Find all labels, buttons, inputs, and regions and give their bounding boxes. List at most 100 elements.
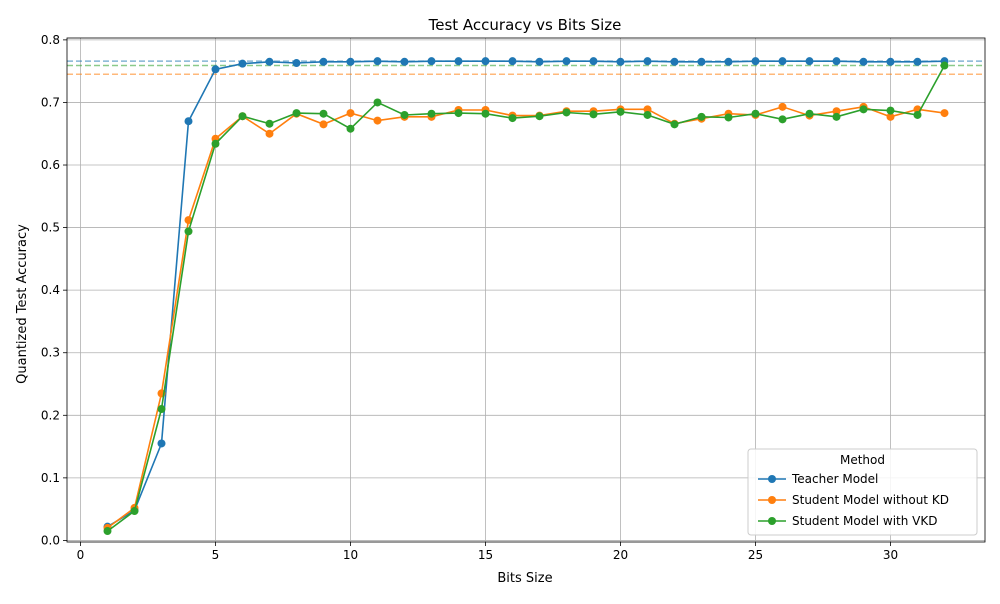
data-point: [724, 57, 733, 66]
data-point: [103, 527, 112, 536]
data-point: [157, 405, 166, 414]
y-tick-label: 0.3: [41, 346, 60, 360]
data-point: [373, 57, 382, 66]
y-axis-label: Quantized Test Accuracy: [15, 224, 30, 384]
y-tick-label: 0.5: [41, 221, 60, 235]
x-tick-label: 20: [613, 548, 628, 562]
data-point: [265, 119, 274, 128]
data-point: [616, 107, 625, 116]
legend-label: Student Model without KD: [792, 493, 949, 507]
data-point: [670, 57, 679, 66]
data-point: [535, 112, 544, 121]
legend: Method Teacher Model Student Model without…: [747, 448, 978, 536]
data-point: [697, 57, 706, 66]
data-point: [508, 57, 517, 66]
data-point: [454, 57, 463, 66]
data-point: [913, 110, 922, 119]
data-point: [589, 110, 598, 119]
x-tick-label: 0: [77, 548, 85, 562]
data-point: [292, 59, 301, 68]
data-point: [616, 57, 625, 66]
data-point: [562, 57, 571, 66]
data-point: [562, 108, 571, 117]
data-point: [643, 57, 652, 66]
data-point: [697, 112, 706, 121]
x-tick-label: 5: [212, 548, 220, 562]
data-point: [643, 110, 652, 119]
legend-marker: [768, 517, 776, 525]
data-point: [481, 109, 490, 118]
y-tick-label: 0.0: [41, 533, 60, 547]
y-tick-label: 0.2: [41, 408, 60, 422]
data-point: [859, 57, 868, 66]
data-point: [184, 227, 193, 236]
x-tick-label: 25: [748, 548, 763, 562]
legend-title: Method: [840, 453, 885, 467]
data-point: [535, 57, 544, 66]
data-point: [481, 57, 490, 66]
legend-label: Teacher Model: [791, 472, 878, 486]
data-point: [832, 107, 841, 116]
data-point: [805, 57, 814, 66]
legend-marker: [768, 496, 776, 504]
y-tick-label: 0.4: [41, 283, 60, 297]
reference-lines: [67, 60, 985, 76]
grid: [67, 38, 985, 542]
y-tick-label: 0.1: [41, 471, 60, 485]
data-point: [886, 112, 895, 121]
data-point: [778, 115, 787, 124]
data-point: [751, 109, 760, 118]
data-point: [238, 59, 247, 68]
data-point: [238, 112, 247, 121]
data-point: [778, 102, 787, 111]
legend-label: Student Model with VKD: [792, 514, 938, 528]
series-line: [107, 65, 946, 532]
data-point: [346, 57, 355, 66]
y-tick-label: 0.7: [41, 95, 60, 109]
y-axis-ticks: 0.0 0.1 0.2 0.3 0.4 0.5 0.6 0.7 0.8: [41, 33, 67, 547]
data-point: [184, 216, 193, 225]
data-point: [373, 98, 382, 107]
x-tick-label: 10: [343, 548, 358, 562]
series-line: [107, 60, 945, 528]
data-point: [211, 65, 220, 74]
data-point: [184, 117, 193, 126]
legend-item: Teacher Model: [758, 472, 878, 486]
series-layer: [103, 57, 949, 536]
data-point: [913, 57, 922, 66]
x-tick-label: 30: [883, 548, 898, 562]
data-point: [454, 109, 463, 118]
legend-item: Student Model without KD: [758, 493, 949, 507]
data-point: [319, 57, 328, 66]
legend-marker: [768, 475, 776, 483]
data-point: [589, 57, 598, 66]
data-point: [670, 120, 679, 129]
data-point: [373, 116, 382, 125]
data-point: [211, 139, 220, 148]
data-point: [157, 439, 166, 448]
data-point: [886, 106, 895, 115]
y-tick-label: 0.6: [41, 158, 60, 172]
data-point: [832, 57, 841, 66]
data-point: [265, 57, 274, 66]
data-point: [265, 129, 274, 138]
data-point: [940, 61, 949, 70]
data-point: [751, 57, 760, 66]
data-point: [400, 110, 409, 119]
data-point: [508, 114, 517, 123]
data-point: [940, 109, 949, 118]
x-tick-label: 15: [478, 548, 493, 562]
data-point: [319, 120, 328, 129]
data-point: [859, 105, 868, 114]
data-point: [427, 109, 436, 118]
data-point: [886, 57, 895, 66]
data-point: [346, 109, 355, 118]
x-axis-ticks: 0 5 10 15 20 25 30: [77, 542, 898, 562]
y-tick-label: 0.8: [41, 33, 60, 47]
data-point: [805, 109, 814, 118]
legend-box: [747, 448, 978, 536]
x-axis-label: Bits Size: [497, 571, 552, 586]
series-student-model-with-vkd: [103, 61, 949, 536]
data-point: [427, 57, 436, 66]
data-point: [643, 105, 652, 114]
